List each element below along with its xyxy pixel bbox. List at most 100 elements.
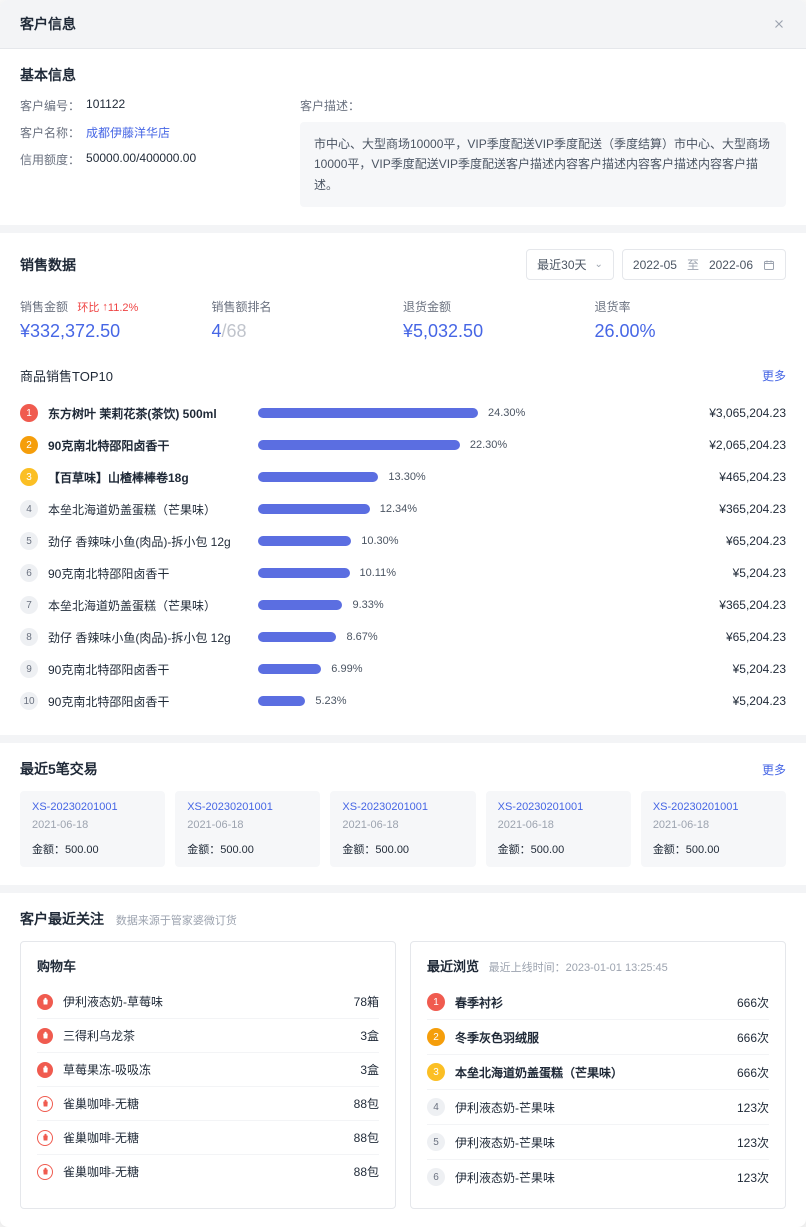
transactions-title: 最近5笔交易 — [20, 759, 98, 779]
credit-label: 信用额度： — [20, 151, 80, 168]
transaction-amount: 金额：500.00 — [187, 841, 308, 857]
rank-bar-wrap: 6.99% — [258, 663, 676, 675]
browse-item: 3本垒北海道奶盖蛋糕（芒果味）666次 — [427, 1055, 769, 1090]
calendar-icon — [763, 259, 775, 271]
range-select[interactable]: 最近30天 ⌄ — [526, 249, 614, 280]
cart-item-name: 三得利乌龙茶 — [63, 1027, 360, 1044]
rank-badge: 6 — [427, 1168, 445, 1186]
rank-bar — [258, 536, 351, 546]
browse-item-qty: 123次 — [737, 1134, 769, 1151]
rank-badge: 5 — [427, 1133, 445, 1151]
rank-badge: 5 — [20, 532, 38, 550]
transaction-id-link[interactable]: XS-20230201001 — [187, 801, 308, 813]
date-from: 2022-05 — [633, 258, 677, 272]
browse-item-qty: 123次 — [737, 1169, 769, 1186]
browse-item: 6 伊利液态奶-芒果味123次 — [427, 1160, 769, 1194]
rank-pct: 10.11% — [360, 567, 397, 579]
rank-amount: ¥65,204.23 — [676, 534, 786, 548]
rank-row: 8劲仔 香辣味小鱼(肉品)-拆小包 12g8.67%¥65,204.23 — [20, 621, 786, 653]
dialog-title: 客户信息 — [20, 14, 76, 34]
rank-bar-wrap: 24.30% — [258, 407, 676, 419]
top10-title: 商品销售TOP10 — [20, 366, 113, 385]
transactions-grid: XS-202302010012021-06-18金额：500.00XS-2023… — [20, 791, 786, 867]
transaction-date: 2021-06-18 — [32, 819, 153, 831]
browse-item-name: 伊利液态奶-芒果味 — [455, 1099, 737, 1116]
rank-amount: ¥365,204.23 — [676, 598, 786, 612]
rank-badge: 7 — [20, 596, 38, 614]
metric-sales-amount: 销售金额 环比 ↑11.2% ¥332,372.50 — [20, 298, 212, 342]
transaction-id-link[interactable]: XS-20230201001 — [32, 801, 153, 813]
range-select-value: 最近30天 — [537, 256, 586, 273]
rank-pct: 5.23% — [315, 695, 346, 707]
rank-row: 290克南北特邵阳卤香干22.30%¥2,065,204.23 — [20, 429, 786, 461]
metric-return-rate-value: 26.00% — [595, 321, 787, 342]
cart-item-name: 雀巢咖啡-无糖 — [63, 1095, 354, 1112]
metric-sales-delta: 环比 ↑11.2% — [77, 302, 138, 314]
rank-name: 90克南北特邵阳卤香干 — [48, 693, 258, 710]
attention-subtitle: 数据来源于管家婆微订货 — [116, 915, 237, 927]
metric-return-amount-label: 退货金额 — [403, 298, 595, 315]
rank-bar-wrap: 13.30% — [258, 471, 676, 483]
rank-pct: 9.33% — [352, 599, 383, 611]
transaction-date: 2021-06-18 — [653, 819, 774, 831]
rank-bar — [258, 568, 350, 578]
date-sep: 至 — [687, 256, 699, 273]
cart-item-name: 伊利液态奶-草莓味 — [63, 993, 354, 1010]
browse-title: 最近浏览 最近上线时间：2023-01-01 13:25:45 — [427, 956, 769, 975]
browse-item-name: 伊利液态奶-芒果味 — [455, 1169, 737, 1186]
chevron-down-icon: ⌄ — [595, 259, 603, 270]
attention-title: 客户最近关注 数据来源于管家婆微订货 — [20, 909, 786, 929]
close-icon[interactable] — [772, 17, 786, 31]
transaction-card: XS-202302010012021-06-18金额：500.00 — [641, 791, 786, 867]
rank-bar-wrap: 12.34% — [258, 503, 676, 515]
rank-bar — [258, 632, 336, 642]
metric-sales-amount-value: ¥332,372.50 — [20, 321, 212, 342]
transaction-id-link[interactable]: XS-20230201001 — [498, 801, 619, 813]
transaction-card: XS-202302010012021-06-18金额：500.00 — [175, 791, 320, 867]
top10-list: 1东方树叶 茉莉花茶(茶饮) 500ml24.30%¥3,065,204.232… — [20, 397, 786, 717]
rank-badge: 8 — [20, 628, 38, 646]
transaction-id-link[interactable]: XS-20230201001 — [653, 801, 774, 813]
customer-name-value[interactable]: 成都伊藤洋华店 — [86, 124, 170, 141]
rank-badge: 4 — [427, 1098, 445, 1116]
credit-value: 50000.00/400000.00 — [86, 151, 196, 168]
rank-bar-wrap: 8.67% — [258, 631, 676, 643]
rank-name: 【百草味】山楂棒棒卷18g — [48, 469, 258, 486]
cart-item-name: 草莓果冻-吸吸冻 — [63, 1061, 360, 1078]
rank-name: 90克南北特邵阳卤香干 — [48, 437, 258, 454]
transaction-card: XS-202302010012021-06-18金额：500.00 — [330, 791, 475, 867]
browse-item: 4 伊利液态奶-芒果味123次 — [427, 1090, 769, 1125]
browse-item-name: 春季衬衫 — [455, 994, 737, 1011]
transaction-amount: 金额：500.00 — [342, 841, 463, 857]
transactions-more-link[interactable]: 更多 — [762, 761, 786, 778]
cart-item: 伊利液态奶-草莓味78箱 — [37, 985, 379, 1019]
attention-section: 客户最近关注 数据来源于管家婆微订货 购物车 伊利液态奶-草莓味78箱三得利乌龙… — [0, 893, 806, 1227]
rank-pct: 13.30% — [388, 471, 425, 483]
browse-item-qty: 666次 — [737, 994, 769, 1011]
rank-bar — [258, 472, 378, 482]
metric-rank: 销售额排名 4/68 — [212, 298, 404, 342]
rank-bar — [258, 664, 321, 674]
sales-title: 销售数据 — [20, 255, 76, 275]
metric-return-rate: 退货率 26.00% — [595, 298, 787, 342]
metric-return-rate-label: 退货率 — [595, 298, 787, 315]
browse-item: 2冬季灰色羽绒服666次 — [427, 1020, 769, 1055]
date-to: 2022-06 — [709, 258, 753, 272]
rank-bar — [258, 696, 305, 706]
rank-row: 990克南北特邵阳卤香干6.99%¥5,204.23 — [20, 653, 786, 685]
browse-item-qty: 123次 — [737, 1099, 769, 1116]
rank-bar-wrap: 10.11% — [258, 567, 676, 579]
metric-return-amount: 退货金额 ¥5,032.50 — [403, 298, 595, 342]
metric-rank-value: 4/68 — [212, 321, 404, 342]
rank-badge: 3 — [20, 468, 38, 486]
transaction-amount: 金额：500.00 — [32, 841, 153, 857]
cart-title: 购物车 — [37, 956, 379, 975]
rank-row: 4本垒北海道奶盖蛋糕（芒果味）12.34%¥365,204.23 — [20, 493, 786, 525]
date-range-picker[interactable]: 2022-05 至 2022-06 — [622, 249, 786, 280]
cart-list: 伊利液态奶-草莓味78箱三得利乌龙茶3盒草莓果冻-吸吸冻3盒雀巢咖啡-无糖88包… — [37, 985, 379, 1188]
basic-info-section: 基本信息 客户编号： 101122 客户名称： 成都伊藤洋华店 信用额度： 50… — [0, 49, 806, 233]
rank-row: 7本垒北海道奶盖蛋糕（芒果味）9.33%¥365,204.23 — [20, 589, 786, 621]
rank-badge: 1 — [427, 993, 445, 1011]
top10-more-link[interactable]: 更多 — [762, 367, 786, 384]
transaction-id-link[interactable]: XS-20230201001 — [342, 801, 463, 813]
